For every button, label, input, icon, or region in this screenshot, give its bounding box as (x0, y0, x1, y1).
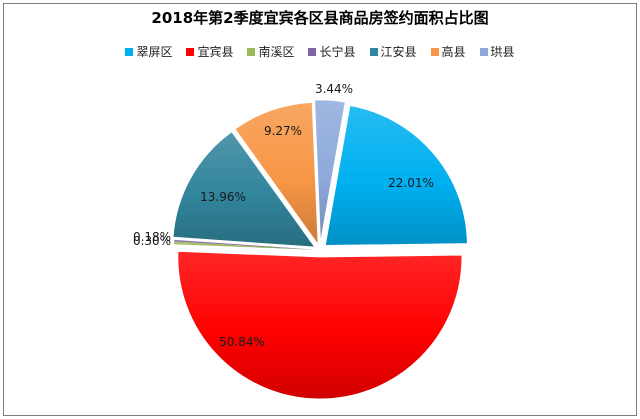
legend-marker (247, 48, 256, 56)
pie-slice-2 (177, 250, 463, 400)
legend-marker (479, 48, 488, 56)
data-label: 3.44% (315, 82, 353, 96)
legend-label: 翠屏区 (136, 45, 173, 59)
legend-label: 长宁县 (319, 45, 356, 59)
legend-marker (125, 48, 134, 56)
legend-label: 宜宾县 (197, 45, 234, 59)
data-label: 0.18% (133, 230, 171, 244)
legend-item: 珙县 (479, 45, 515, 59)
legend-item: 江安县 (369, 45, 417, 59)
legend-marker (369, 48, 378, 56)
legend-item: 长宁县 (308, 45, 356, 59)
pie-slice-5 (172, 131, 316, 248)
legend-item: 南溪区 (247, 45, 294, 59)
chart-border (3, 3, 637, 416)
legend-label: 珙县 (490, 45, 515, 59)
pie-slices (172, 99, 468, 400)
chart-title: 2018年第2季度宜宾各区县商品房签约面积占比图 (151, 9, 489, 27)
pie-slice-6 (234, 102, 319, 246)
legend-label: 高县 (441, 45, 466, 59)
data-label: 50.84% (219, 335, 265, 349)
data-label: 22.01% (388, 176, 434, 190)
legend-item: 高县 (430, 45, 466, 59)
legend-marker (308, 48, 317, 56)
data-label: 13.96% (200, 190, 246, 204)
legend: 翠屏区 宜宾县 南溪区 长宁县 江安县 高县 珙县 (0, 45, 640, 59)
data-labels: 22.01% 50.84% 0.30%0.18% 13.96% 9.27% 3.44% (133, 82, 434, 349)
legend-item: 宜宾县 (186, 45, 233, 59)
pie-slice-3 (174, 241, 316, 250)
pie-slice-7 (314, 99, 346, 243)
pie-slice-1 (324, 105, 468, 246)
legend-marker (186, 48, 195, 56)
legend-marker (430, 48, 439, 56)
data-label: 0.30% (133, 234, 171, 248)
legend-label: 南溪区 (258, 45, 295, 59)
legend-item: 翠屏区 (125, 45, 172, 59)
pie-slice-4 (174, 239, 317, 250)
legend-label: 江安县 (380, 45, 417, 59)
data-label: 9.27% (264, 124, 302, 138)
